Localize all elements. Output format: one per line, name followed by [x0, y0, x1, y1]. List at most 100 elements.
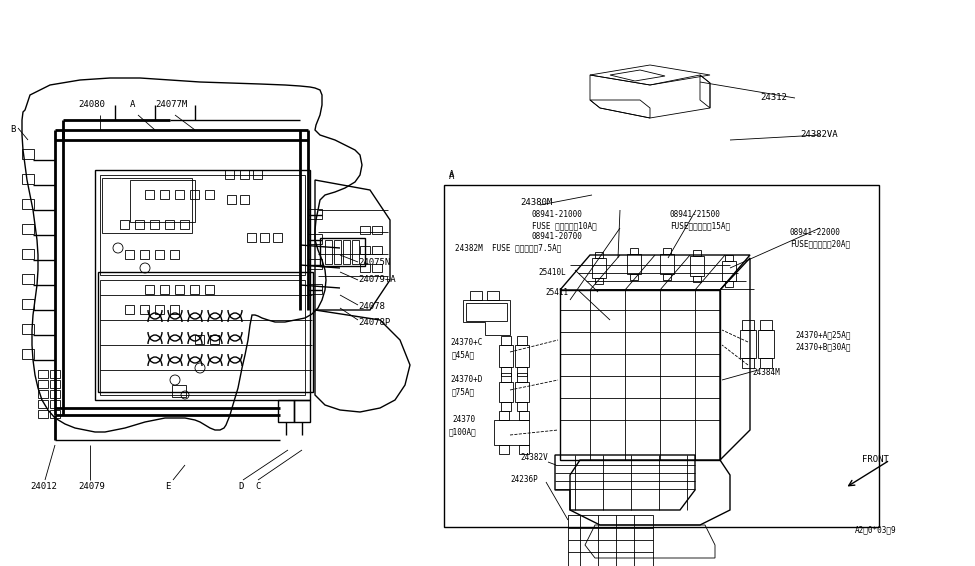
Text: 24079: 24079 — [78, 482, 105, 491]
Bar — [517, 373, 527, 382]
Bar — [517, 367, 527, 376]
Text: 24079+A: 24079+A — [358, 275, 396, 284]
Bar — [663, 274, 671, 280]
Text: 24370+B＜30A＞: 24370+B＜30A＞ — [795, 342, 850, 351]
Text: FUSEヒューズ（20A）: FUSEヒューズ（20A） — [790, 239, 850, 248]
Bar — [760, 358, 772, 368]
Bar — [360, 226, 370, 234]
Bar — [294, 400, 310, 422]
Text: 24078P: 24078P — [358, 318, 390, 327]
Bar — [145, 190, 154, 199]
Bar — [180, 220, 189, 229]
Text: A: A — [449, 172, 454, 181]
Bar — [501, 367, 511, 376]
Bar — [247, 233, 256, 242]
Bar — [517, 336, 527, 345]
Text: 24012: 24012 — [30, 482, 57, 491]
Bar — [308, 234, 322, 244]
Bar — [517, 402, 527, 411]
Bar — [444, 185, 879, 527]
Bar — [22, 149, 34, 159]
Bar — [205, 285, 214, 294]
Bar — [360, 246, 370, 254]
Bar — [190, 285, 199, 294]
Bar — [130, 180, 195, 222]
Bar — [22, 349, 34, 359]
Bar — [560, 290, 720, 460]
Bar — [160, 285, 169, 294]
Bar — [325, 240, 332, 264]
Bar — [499, 382, 513, 402]
Bar — [308, 259, 322, 269]
Bar — [150, 220, 159, 229]
Bar — [260, 233, 269, 242]
Bar — [98, 272, 313, 392]
Text: A: A — [449, 170, 454, 179]
Bar — [155, 250, 164, 259]
Bar — [501, 402, 511, 411]
Bar — [494, 420, 529, 445]
Bar — [519, 445, 529, 454]
Bar — [501, 336, 511, 345]
Bar — [50, 400, 60, 408]
Bar — [160, 190, 169, 199]
Bar — [595, 252, 603, 258]
Bar — [100, 175, 305, 275]
Bar — [693, 250, 701, 256]
Bar — [278, 400, 294, 422]
Bar — [165, 220, 174, 229]
Text: 24370+D: 24370+D — [450, 375, 483, 384]
Text: B: B — [10, 125, 16, 134]
Text: E: E — [165, 482, 171, 491]
Bar — [690, 256, 704, 276]
Bar — [595, 278, 603, 284]
Bar — [519, 411, 529, 420]
Text: 24384M: 24384M — [752, 368, 780, 377]
Bar — [135, 220, 144, 229]
Bar — [170, 250, 179, 259]
Text: 24236P: 24236P — [510, 475, 538, 484]
Bar — [372, 264, 382, 272]
Bar — [22, 324, 34, 334]
Bar — [372, 226, 382, 234]
Text: 24370+A。25A〉: 24370+A。25A〉 — [795, 330, 850, 339]
Bar — [170, 305, 179, 314]
Text: 24382VA: 24382VA — [800, 130, 838, 139]
Bar — [487, 291, 499, 300]
Bar — [100, 280, 305, 395]
Text: A: A — [130, 100, 136, 109]
Bar — [308, 284, 322, 294]
Text: 24080: 24080 — [78, 100, 105, 109]
Bar — [95, 170, 310, 400]
Bar — [120, 220, 129, 229]
Bar — [360, 264, 370, 272]
Bar — [50, 380, 60, 388]
Bar — [253, 170, 262, 179]
Text: 24312: 24312 — [760, 93, 787, 102]
Bar — [693, 276, 701, 282]
Bar — [334, 240, 341, 264]
Bar — [320, 238, 365, 266]
Bar — [470, 291, 482, 300]
Bar — [592, 258, 606, 278]
Text: 25410L: 25410L — [538, 268, 566, 277]
Bar — [102, 178, 192, 233]
Bar — [22, 274, 34, 284]
Bar — [273, 233, 282, 242]
Bar — [225, 170, 234, 179]
Text: 24382M  FUSE ヒューズ（7.5A）: 24382M FUSE ヒューズ（7.5A） — [455, 243, 562, 252]
Bar — [466, 303, 507, 321]
Text: 08941-21500: 08941-21500 — [670, 210, 721, 219]
Bar — [499, 411, 509, 420]
Bar — [38, 400, 48, 408]
Bar — [240, 170, 249, 179]
Bar — [50, 390, 60, 398]
Bar — [38, 370, 48, 378]
Bar — [372, 246, 382, 254]
Bar — [499, 345, 513, 367]
Bar — [22, 199, 34, 209]
Bar — [190, 190, 199, 199]
Bar — [210, 335, 219, 344]
Bar — [725, 281, 733, 287]
Bar — [343, 240, 350, 264]
